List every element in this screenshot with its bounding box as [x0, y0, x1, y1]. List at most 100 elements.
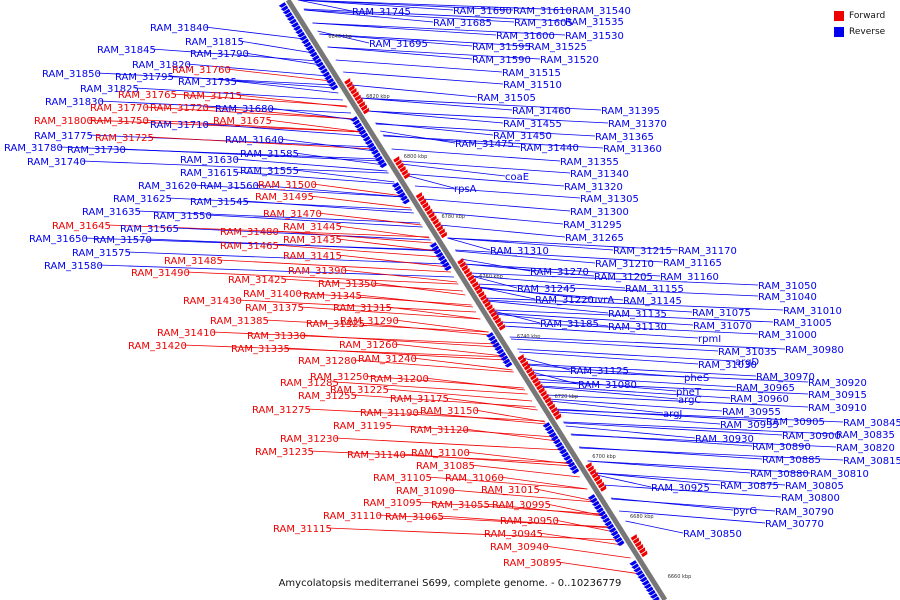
gene-label[interactable]: RAM_31275	[252, 405, 311, 416]
gene-label[interactable]: RAM_31150	[420, 406, 479, 417]
gene-arrow[interactable]	[488, 307, 495, 315]
gene-arrow[interactable]	[354, 94, 361, 102]
gene-label[interactable]: RAM_30815	[843, 456, 900, 467]
gene-label[interactable]: rpsA	[454, 184, 477, 195]
gene-arrow[interactable]	[287, 15, 295, 21]
gene-label[interactable]: argC	[678, 395, 701, 406]
gene-label[interactable]: RAM_31560	[200, 181, 259, 192]
gene-label[interactable]: RAM_31840	[150, 23, 209, 34]
gene-arrow[interactable]	[358, 101, 365, 108]
gene-label[interactable]: RAM_31610	[513, 6, 572, 17]
gene-label[interactable]: RAM_31745	[352, 7, 411, 18]
gene-label[interactable]: RAM_31170	[678, 246, 737, 257]
gene-label[interactable]: RAM_31715	[183, 91, 242, 102]
gene-arrow[interactable]	[309, 51, 318, 58]
gene-label[interactable]: RAM_31240	[358, 354, 417, 365]
gene-label[interactable]: RAM_31175	[390, 394, 449, 405]
gene-label[interactable]: RAM_30965	[736, 383, 795, 394]
gene-label[interactable]: pyrG	[733, 506, 757, 517]
gene-label[interactable]: RAM_31300	[570, 207, 629, 218]
gene-arrow[interactable]	[555, 441, 563, 448]
gene-arrow[interactable]	[614, 537, 623, 543]
gene-arrow[interactable]	[417, 195, 425, 202]
gene-label[interactable]: RAM_31580	[44, 261, 103, 272]
gene-label[interactable]: RAM_31800	[34, 116, 93, 127]
gene-arrow[interactable]	[364, 139, 373, 145]
gene-label[interactable]: RAM_31295	[563, 220, 622, 231]
gene-label[interactable]: RAM_31135	[608, 309, 667, 320]
gene-label[interactable]: RAM_31235	[255, 447, 314, 458]
gene-arrow[interactable]	[280, 5, 289, 12]
gene-arrow[interactable]	[534, 380, 541, 388]
gene-arrow[interactable]	[553, 438, 561, 445]
gene-label[interactable]: RAM_31570	[93, 235, 152, 246]
gene-arrow[interactable]	[592, 500, 600, 507]
gene-arrow[interactable]	[595, 478, 603, 486]
gene-label[interactable]: RAM_31325	[306, 319, 365, 330]
gene-arrow[interactable]	[612, 533, 621, 540]
gene-arrow[interactable]	[293, 25, 301, 31]
gene-label[interactable]: RAM_31415	[283, 251, 342, 262]
gene-label[interactable]: RAM_31420	[128, 341, 187, 352]
gene-arrow[interactable]	[419, 198, 427, 206]
gene-label[interactable]: RAM_31460	[512, 106, 571, 117]
gene-arrow[interactable]	[557, 445, 565, 451]
gene-label[interactable]: RAM_31055	[431, 500, 490, 511]
gene-arrow[interactable]	[530, 373, 537, 381]
gene-arrow[interactable]	[600, 485, 607, 492]
gene-label[interactable]: RAM_30900	[782, 431, 841, 442]
gene-label[interactable]: RAM_31630	[180, 155, 239, 166]
gene-label[interactable]: RAM_31100	[411, 448, 470, 459]
gene-arrow[interactable]	[633, 566, 642, 573]
gene-label[interactable]: RAM_31375	[245, 303, 304, 314]
gene-arrow[interactable]	[402, 198, 410, 205]
gene-label[interactable]: RAM_31455	[503, 119, 562, 130]
gene-arrow[interactable]	[284, 12, 293, 18]
gene-arrow[interactable]	[544, 397, 551, 404]
gene-label[interactable]: RAM_30835	[836, 430, 895, 441]
gene-arrow[interactable]	[604, 520, 612, 527]
gene-label[interactable]: RAM_31845	[97, 45, 156, 56]
gene-arrow[interactable]	[602, 517, 610, 523]
gene-arrow[interactable]	[326, 78, 334, 84]
gene-label[interactable]: RAM_30805	[785, 481, 844, 492]
gene-arrow[interactable]	[565, 458, 573, 465]
gene-label[interactable]: RAM_31485	[164, 256, 223, 267]
gene-label[interactable]: RAM_31615	[180, 168, 239, 179]
gene-arrow[interactable]	[330, 84, 339, 91]
gene-arrow[interactable]	[393, 185, 402, 192]
gene-arrow[interactable]	[282, 8, 291, 15]
gene-label[interactable]: RAM_31730	[67, 145, 126, 156]
gene-label[interactable]: RAM_31735	[178, 77, 237, 88]
gene-arrow[interactable]	[569, 465, 578, 471]
gene-arrow[interactable]	[350, 88, 357, 95]
gene-label[interactable]: RAM_31575	[72, 248, 131, 259]
gene-label[interactable]: RAM_30940	[490, 542, 549, 553]
gene-arrow[interactable]	[548, 432, 557, 438]
gene-arrow[interactable]	[297, 31, 305, 38]
gene-arrow[interactable]	[424, 205, 431, 212]
gene-arrow[interactable]	[430, 215, 437, 222]
gene-arrow[interactable]	[552, 410, 560, 417]
gene-label[interactable]: RAM_31425	[228, 275, 287, 286]
gene-label[interactable]: RAM_31230	[280, 434, 339, 445]
gene-arrow[interactable]	[478, 291, 485, 298]
gene-label[interactable]: RAM_31605	[514, 18, 573, 29]
gene-arrow[interactable]	[486, 332, 494, 338]
gene-arrow[interactable]	[540, 390, 547, 397]
gene-arrow[interactable]	[639, 576, 648, 583]
gene-arrow[interactable]	[356, 97, 363, 105]
gene-arrow[interactable]	[496, 348, 504, 355]
gene-arrow[interactable]	[542, 393, 549, 401]
gene-label[interactable]: RAM_31345	[303, 291, 362, 302]
gene-label[interactable]: RAM_31650	[29, 234, 88, 245]
gene-arrow[interactable]	[348, 84, 355, 92]
gene-arrow[interactable]	[354, 122, 363, 129]
gene-label[interactable]: RAM_30970	[756, 372, 815, 383]
gene-arrow[interactable]	[606, 523, 615, 530]
gene-arrow[interactable]	[498, 351, 507, 358]
gene-label[interactable]: RAM_31010	[783, 306, 842, 317]
gene-arrow[interactable]	[320, 68, 328, 74]
gene-label[interactable]: RAM_31355	[560, 157, 619, 168]
gene-arrow[interactable]	[375, 155, 383, 162]
